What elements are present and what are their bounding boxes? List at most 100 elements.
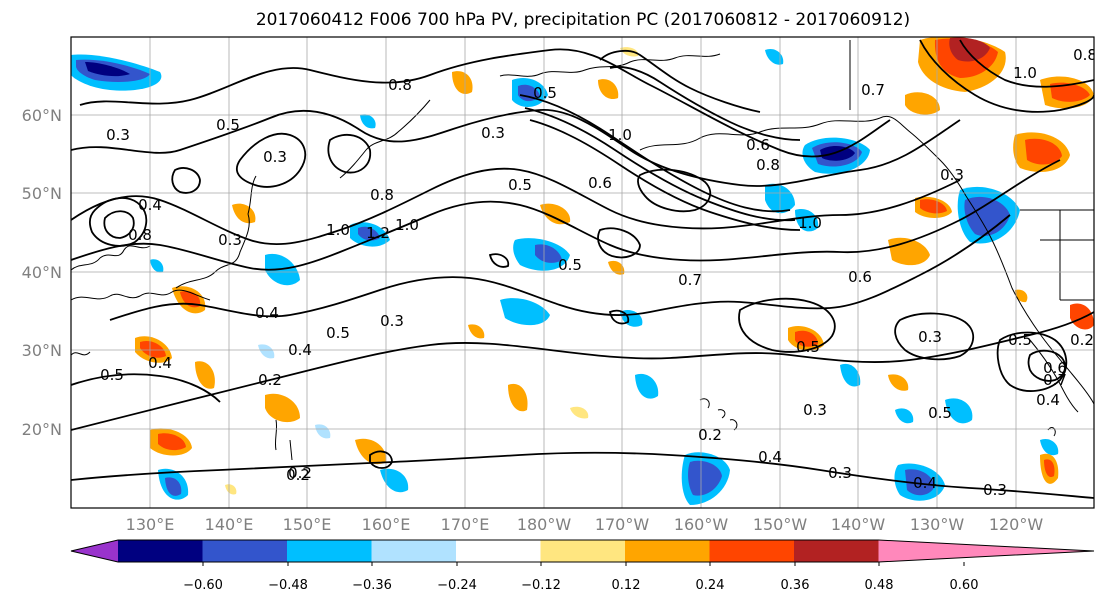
contour-label: 0.6 — [588, 174, 612, 192]
contour-label: 0.3 — [106, 126, 130, 144]
shade-patch — [1025, 138, 1062, 165]
colorbar-segment — [625, 540, 710, 562]
shade-patch — [920, 199, 947, 214]
longitude-labels: 130°E 140°E 150°E 160°E 170°E 180°W 170°… — [126, 515, 1044, 534]
shade-patch — [85, 62, 130, 77]
shade-patch — [895, 408, 914, 424]
lon-label: 130°W — [910, 515, 965, 534]
shade-patch — [945, 398, 973, 424]
shade-patch — [180, 290, 201, 308]
contour-label: 0.3 — [218, 231, 242, 249]
contour-line — [71, 159, 1061, 271]
contour-line — [488, 253, 510, 268]
shade-patch — [500, 298, 550, 326]
shade-patch — [905, 92, 940, 115]
contour-label: 0.8 — [756, 156, 780, 174]
colorbar-segments — [70, 539, 1095, 563]
contour-line — [519, 94, 791, 213]
contour-label: 0.4 — [913, 474, 937, 492]
shade-patch — [358, 226, 380, 241]
lat-label: 40°N — [22, 263, 62, 282]
shade-patch — [315, 424, 331, 439]
colorbar-tick-label: 0.36 — [781, 578, 810, 593]
figure-title: 2017060412 F006 700 hPa PV, precipitatio… — [256, 10, 910, 30]
contour-line — [529, 119, 801, 231]
contour-label: 0.8 — [370, 186, 394, 204]
contour-label: 0.2 — [288, 464, 312, 482]
contour-line — [88, 197, 148, 247]
contour-line — [71, 373, 221, 403]
shade-patch — [598, 79, 619, 100]
map-area: 0.20.50.80.30.50.30.81.00.3 1.00.60.71.00… — [71, 37, 1097, 508]
contour-label: 0.3 — [263, 148, 287, 166]
coastline — [339, 99, 431, 179]
contour-line — [597, 227, 641, 259]
graticule — [71, 37, 1094, 508]
contour-label: 0.3 — [940, 166, 964, 184]
contour-label: 0.4 — [255, 304, 279, 322]
coastline — [965, 195, 1094, 405]
coastline — [71, 351, 91, 356]
contour-line — [608, 309, 630, 325]
shade-patch — [518, 84, 540, 102]
contour-line — [103, 210, 135, 239]
contour-label: 0.8 — [128, 226, 152, 244]
lon-label: 140°W — [831, 515, 886, 534]
shade-patch — [1070, 303, 1094, 330]
coastline — [71, 245, 151, 271]
contour-line — [959, 39, 1094, 88]
contour-label: 0.2 — [698, 426, 722, 444]
contour-label: 0.5 — [796, 338, 820, 356]
contour-line — [327, 133, 372, 174]
shade-patch — [795, 330, 818, 347]
contour-label: 0.2 — [258, 371, 282, 389]
contour-line — [1027, 349, 1066, 382]
colorbar-segment — [287, 540, 372, 562]
contour-label: 0.3 — [380, 312, 404, 330]
lon-label: 170°W — [595, 515, 650, 534]
colorbar-tick-label: −0.36 — [352, 578, 392, 593]
coastline — [499, 53, 721, 77]
contour-label: 0.8 — [1073, 46, 1097, 64]
shade-patch — [165, 477, 182, 496]
colorbar-tick-label: −0.12 — [521, 578, 561, 593]
shade-patch — [540, 203, 571, 225]
contour-label: 0.5 — [216, 116, 240, 134]
colorbar-tick-label: −0.24 — [437, 578, 477, 593]
contour-label: 0.4 — [288, 341, 312, 359]
shade-patch — [508, 383, 528, 412]
shade-patch — [140, 340, 166, 358]
shade-patch — [158, 433, 186, 451]
lat-label: 50°N — [22, 184, 62, 203]
contour-label: 0.2 — [286, 466, 310, 484]
contour-label: 0.5 — [533, 84, 557, 102]
shade-patch — [150, 259, 164, 273]
contour-label: 0.6 — [746, 136, 770, 154]
lon-label: 150°W — [753, 515, 808, 534]
colorbar-extend-left — [71, 540, 118, 562]
contour-line — [996, 331, 1068, 392]
shade-patch — [195, 361, 215, 389]
contour-line — [71, 311, 1094, 431]
shade-patch — [795, 209, 819, 232]
lon-label: 170°E — [441, 515, 490, 534]
latitude-labels: 60°N 50°N 40°N 30°N 20°N — [22, 106, 62, 439]
colorbar-segment — [540, 540, 626, 562]
contour-line — [738, 297, 836, 353]
contour-label: 0.5 — [558, 256, 582, 274]
map-border — [70, 36, 1095, 509]
contour-label: 1.0 — [395, 216, 419, 234]
contour-line — [894, 312, 974, 361]
contour-label: 0.6 — [1043, 359, 1067, 377]
contour-label: 0.8 — [388, 76, 412, 94]
lat-label: 30°N — [22, 341, 62, 360]
shade-patch — [765, 48, 784, 65]
colorbar-segment — [794, 540, 879, 562]
contour-label: 0.6 — [848, 268, 872, 286]
colorbar: −0.60 −0.48 −0.36 −0.24 −0.12 0.12 0.24 … — [70, 539, 1095, 593]
contour-label: 0.4 — [148, 354, 172, 372]
lat-label: 20°N — [22, 420, 62, 439]
colorbar-tick-label: 0.60 — [950, 578, 979, 593]
colorbar-segment — [709, 540, 795, 562]
